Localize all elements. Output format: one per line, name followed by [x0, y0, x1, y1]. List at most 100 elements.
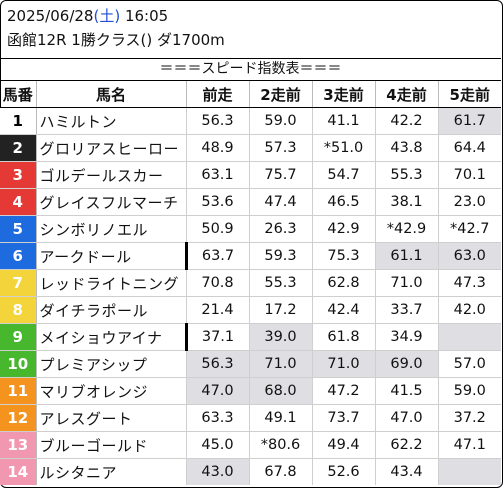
section-title: ＝＝＝スピード指数表＝＝＝ — [0, 58, 501, 81]
horse-number: 1 — [0, 107, 37, 135]
speed-index-cell: 52.6 — [312, 458, 376, 485]
race-day-of-week: (土) — [93, 7, 121, 25]
horse-name: アークドール — [36, 242, 188, 270]
speed-index-cell: 23.0 — [438, 188, 501, 216]
speed-index-cell: 63.0 — [438, 242, 501, 270]
speed-index-cell — [438, 458, 501, 485]
horse-number: 13 — [0, 431, 37, 459]
speed-index-cell: 61.1 — [375, 242, 439, 270]
table-row: 9 メイショウアイナ 37.1 39.0 61.8 34.9 — [0, 323, 501, 351]
speed-index-cell: *42.7 — [438, 215, 501, 243]
horse-number: 3 — [0, 161, 37, 189]
table-row: 13 ブルーゴールド 45.0 *80.6 49.4 62.2 47.1 — [0, 431, 501, 459]
table-row: 10 プレミアシップ 56.3 71.0 71.0 69.0 57.0 — [0, 350, 501, 378]
speed-index-cell: 42.2 — [375, 107, 439, 135]
table-row: 12 アレスグート 63.3 49.1 73.7 47.0 37.2 — [0, 404, 501, 432]
horse-number: 2 — [0, 134, 37, 162]
speed-index-cell: 55.3 — [375, 161, 439, 189]
speed-index-cell: 17.2 — [249, 296, 313, 324]
horse-number: 5 — [0, 215, 37, 243]
race-date: 2025/06/28 — [7, 7, 94, 25]
speed-index-cell: 55.3 — [249, 269, 313, 297]
horse-number: 10 — [0, 350, 37, 378]
speed-index-cell: 43.4 — [375, 458, 439, 485]
speed-index-table: 馬番 馬名 前走 2走前 3走前 4走前 5走前 1 ハミルトン 56.3 59.0 4… — [0, 81, 501, 485]
horse-name: マリブオレンジ — [36, 377, 187, 405]
horse-name: シンボリノエル — [36, 215, 187, 243]
speed-index-cell: 37.1 — [186, 323, 250, 351]
horse-number: 4 — [0, 188, 37, 216]
table-row: 2 グロリアスヒーロー 48.9 57.3 *51.0 43.8 64.4 — [0, 134, 501, 162]
table-row: 4 グレイスフルマーチ 53.6 47.4 46.5 38.1 23.0 — [0, 188, 501, 216]
speed-index-cell: 57.0 — [438, 350, 501, 378]
speed-index-cell: 33.7 — [375, 296, 439, 324]
speed-index-cell: 42.9 — [312, 215, 376, 243]
speed-index-cell — [438, 323, 501, 351]
table-row: 7 レッドライトニング 70.8 55.3 62.8 71.0 47.3 — [0, 269, 501, 297]
speed-index-cell: 42.0 — [438, 296, 501, 324]
speed-index-cell: 41.1 — [312, 107, 376, 135]
horse-number: 14 — [0, 458, 37, 485]
speed-index-cell: 71.0 — [312, 350, 376, 378]
speed-index-cell: 47.0 — [375, 404, 439, 432]
speed-index-cell: 53.6 — [186, 188, 250, 216]
horse-name: ダイチラポール — [36, 296, 187, 324]
speed-index-cell: 26.3 — [249, 215, 313, 243]
speed-index-cell: 63.1 — [186, 161, 250, 189]
header-row: 馬番 馬名 前走 2走前 3走前 4走前 5走前 — [0, 81, 501, 108]
speed-index-cell: 38.1 — [375, 188, 439, 216]
horse-number: 11 — [0, 377, 37, 405]
header-horse-number: 馬番 — [0, 81, 37, 108]
speed-index-cell: 50.9 — [186, 215, 250, 243]
speed-index-cell: 64.4 — [438, 134, 501, 162]
header-5-races-ago: 5走前 — [438, 81, 501, 108]
horse-number: 7 — [0, 269, 37, 297]
horse-name: ハミルトン — [36, 107, 187, 135]
horse-name: プレミアシップ — [36, 350, 187, 378]
speed-index-cell: 57.3 — [249, 134, 313, 162]
speed-index-cell: 68.0 — [249, 377, 313, 405]
horse-name: グロリアスヒーロー — [36, 134, 187, 162]
speed-index-cell: 47.3 — [438, 269, 501, 297]
horse-name: ゴルデールスカー — [36, 161, 187, 189]
speed-index-cell: 75.7 — [249, 161, 313, 189]
table-row: 3 ゴルデールスカー 63.1 75.7 54.7 55.3 70.1 — [0, 161, 501, 189]
speed-index-cell: 63.3 — [186, 404, 250, 432]
horse-name: ルシタニア — [36, 458, 187, 485]
speed-index-cell: 45.0 — [186, 431, 250, 459]
speed-index-cell: 47.4 — [249, 188, 313, 216]
header-4-races-ago: 4走前 — [375, 81, 439, 108]
speed-index-cell: 49.1 — [249, 404, 313, 432]
speed-index-cell: 48.9 — [186, 134, 250, 162]
speed-index-cell: 56.3 — [186, 350, 250, 378]
table-row: 6 アークドール 63.7 59.3 75.3 61.1 63.0 — [0, 242, 501, 270]
speed-index-cell: *80.6 — [249, 431, 313, 459]
horse-name: レッドライトニング — [36, 269, 187, 297]
speed-index-cell: 54.7 — [312, 161, 376, 189]
speed-index-cell: 70.8 — [186, 269, 250, 297]
speed-index-cell: 37.2 — [438, 404, 501, 432]
speed-index-cell: 46.5 — [312, 188, 376, 216]
speed-index-cell: *51.0 — [312, 134, 376, 162]
speed-index-cell: 47.0 — [186, 377, 250, 405]
horse-number: 6 — [0, 242, 37, 270]
header-last-race: 前走 — [186, 81, 250, 108]
horse-name: メイショウアイナ — [36, 323, 188, 351]
speed-index-cell: 70.1 — [438, 161, 501, 189]
horse-name: グレイスフルマーチ — [36, 188, 187, 216]
speed-index-cell: 69.0 — [375, 350, 439, 378]
race-title: 函館12R 1勝クラス() ダ1700m — [7, 31, 225, 49]
table-row: 11 マリブオレンジ 47.0 68.0 47.2 41.5 59.0 — [0, 377, 501, 405]
speed-index-cell: 47.2 — [312, 377, 376, 405]
horse-number: 8 — [0, 296, 37, 324]
horse-number: 9 — [0, 323, 37, 351]
speed-index-cell: 56.3 — [186, 107, 250, 135]
speed-index-cell: 75.3 — [312, 242, 376, 270]
header-horse-name: 馬名 — [36, 81, 187, 108]
speed-index-cell: 43.0 — [186, 458, 250, 485]
speed-index-cell: *42.9 — [375, 215, 439, 243]
speed-index-cell: 67.8 — [249, 458, 313, 485]
speed-index-cell: 59.0 — [249, 107, 313, 135]
speed-index-cell: 71.0 — [249, 350, 313, 378]
speed-index-cell: 71.0 — [375, 269, 439, 297]
